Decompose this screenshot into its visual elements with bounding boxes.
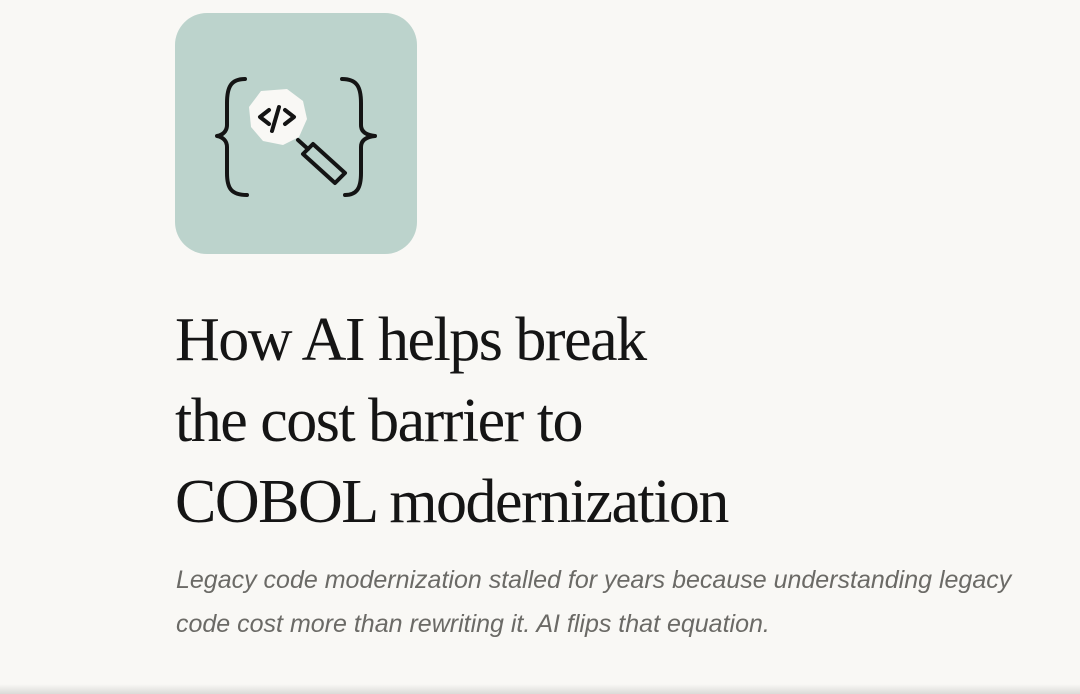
article-icon-tile bbox=[175, 13, 417, 254]
article-title: How AI helps break the cost barrier to C… bbox=[175, 300, 1055, 543]
right-brace-icon bbox=[340, 77, 377, 197]
title-line: COBOL modernization bbox=[175, 468, 729, 536]
magnifier-handle-icon bbox=[301, 142, 347, 185]
title-line: How AI helps break bbox=[175, 306, 647, 374]
title-line: the cost barrier to bbox=[175, 387, 584, 455]
left-brace-icon bbox=[215, 77, 249, 197]
article-subtitle: Legacy code modernization stalled for ye… bbox=[176, 566, 1012, 638]
code-magnifier-icon bbox=[215, 77, 377, 197]
bottom-shadow bbox=[0, 684, 1080, 694]
